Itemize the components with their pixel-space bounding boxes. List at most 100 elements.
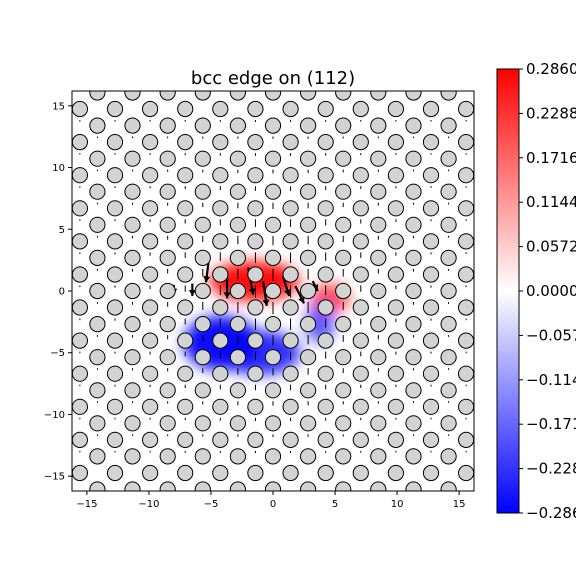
atom [247,200,264,217]
atom [247,266,264,283]
atom [458,167,474,184]
atom [282,332,299,349]
atom [212,365,229,382]
atom [300,349,317,366]
atom [55,449,70,464]
atom [194,117,211,134]
atom [212,398,229,415]
x-tick-label: 10 [391,499,404,510]
atom [387,464,404,482]
atom [212,332,229,349]
atom [405,216,422,233]
atom [352,266,369,283]
atom [159,117,176,134]
atom [458,266,474,283]
colorbar: 0.2860 0.2288 0.1716 0.1144 0.0572 0.0000 −0.0… [496,60,576,522]
atom [352,134,369,151]
atom [159,91,176,101]
atom [142,134,159,151]
atom [247,233,264,250]
atom [124,481,141,491]
x-tick-label: −10 [138,499,159,510]
atom [212,167,229,184]
atom [440,150,457,167]
atom [317,431,334,448]
atom [370,448,387,465]
atom [212,464,229,482]
atom [370,349,387,366]
atom [247,464,264,482]
atom [352,365,369,382]
atom [370,481,387,491]
atom [159,216,176,233]
atom [72,332,88,349]
atom [89,91,106,101]
atom [282,100,299,118]
atom [89,415,106,432]
atom [247,299,264,316]
atom [142,200,159,217]
atom [264,150,282,167]
atom [282,398,299,415]
atom [370,249,387,266]
atom [300,481,317,491]
atom [159,382,176,399]
atom [159,481,176,491]
atom [440,249,457,266]
atom [89,249,106,266]
atom [264,448,282,465]
arrow-head [298,296,305,304]
atom [124,183,141,200]
atom [476,283,491,298]
atom [458,100,474,118]
atom [405,282,422,300]
x-tick-label: −15 [76,499,97,510]
atom [212,100,229,118]
atom [72,266,88,283]
plot-area: −15 −10 −5 0 5 10 15 −15 −10 −5 0 5 10 15 [44,85,491,510]
atom [458,431,474,448]
atom [264,282,282,300]
atom [55,184,70,199]
atom [370,117,387,134]
atom [124,415,141,432]
atom [300,150,317,167]
atom [422,200,440,217]
atom [247,100,264,118]
arrow-head [283,289,291,296]
atom [476,383,491,398]
atom [194,448,211,465]
atom [194,316,211,333]
atom [422,134,440,151]
atom [72,167,88,184]
atom [72,100,88,118]
atom [370,316,387,333]
atom [142,464,159,482]
atom [476,85,491,100]
colorbar-ticks: 0.2860 0.2288 0.1716 0.1144 0.0572 0.0000 −0.0… [519,60,576,522]
colorbar-tick-label: 0.0000 [526,282,576,300]
atom [335,91,352,101]
atom [229,415,246,432]
atom [352,431,369,448]
atom [352,398,369,415]
atom [89,216,106,233]
atom [387,266,404,283]
atom [317,299,334,316]
atom [458,233,474,250]
atom [124,150,141,167]
atom [212,134,229,151]
atom [282,200,299,217]
atom [440,415,457,432]
atom [458,299,474,316]
atom [229,382,246,399]
colorbar-tick-label: −0.1144 [526,371,576,389]
atom [212,431,229,448]
atom [335,481,352,491]
atom [177,167,194,184]
atom [476,416,491,431]
atom [177,266,194,283]
atom [159,282,176,300]
atom [370,415,387,432]
atom [106,233,124,250]
